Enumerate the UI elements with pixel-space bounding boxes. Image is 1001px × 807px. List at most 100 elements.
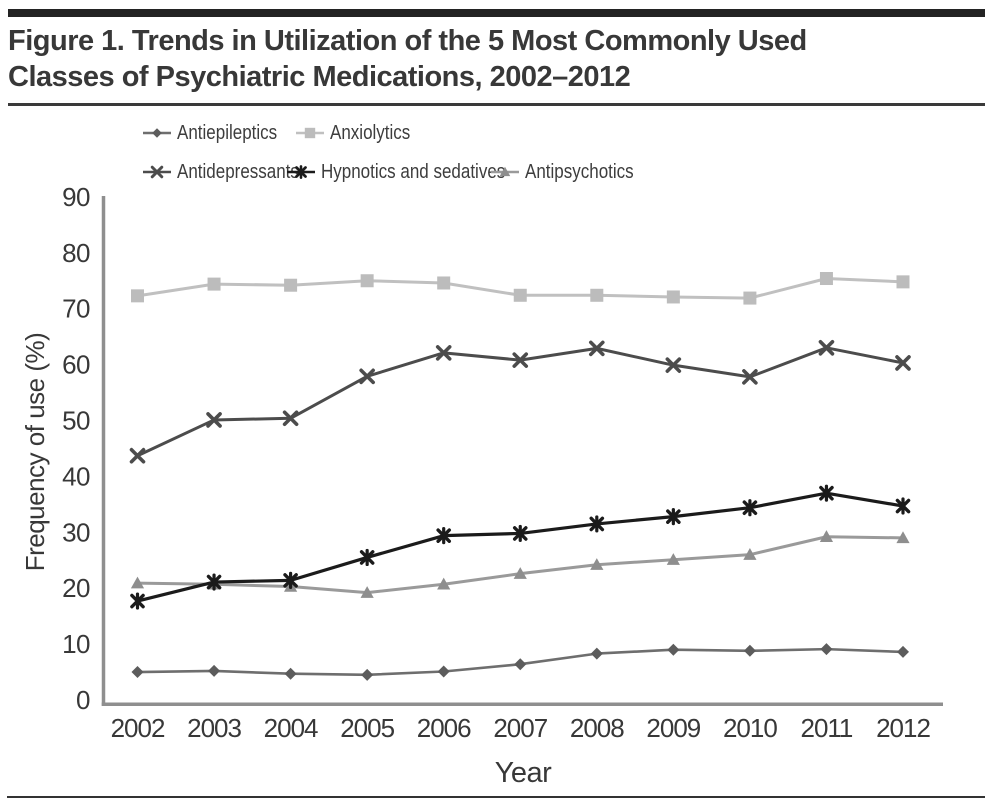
data-point [819, 484, 834, 502]
series-anxiolytics [131, 272, 910, 305]
y-tick-label: 20 [62, 573, 90, 603]
legend-item-antipsychotics: Antipsychotics [490, 157, 653, 187]
x-tick-label: 2004 [264, 713, 318, 743]
data-point [514, 658, 527, 671]
data-point [742, 499, 758, 517]
data-point [361, 668, 374, 681]
figure-top-bar [8, 9, 985, 17]
y-tick-label: 90 [62, 182, 90, 212]
star-marker-icon [287, 165, 315, 179]
data-point [588, 340, 605, 357]
data-point [743, 291, 757, 305]
x-tick-label: 2006 [417, 713, 471, 743]
y-axis-title: Frequency of use (%) [20, 333, 50, 572]
y-tick-label: 10 [62, 629, 90, 659]
legend-item-label: Hypnotics and sedatives [321, 160, 506, 183]
data-point [665, 357, 682, 373]
figure-title: Figure 1. Trends in Utilization of the 5… [8, 23, 993, 95]
data-point [590, 647, 603, 660]
data-point [895, 355, 911, 371]
x-axis-tick-labels: 2002 2003 2004 2005 2006 2007 2008 2009 2010 2011… [111, 713, 932, 743]
y-axis-tick-labels: 0 10 20 30 40 50 60 70 80 90 [62, 182, 90, 715]
data-point [359, 548, 375, 567]
data-point [820, 643, 833, 656]
data-point [437, 577, 451, 590]
data-point [590, 558, 604, 570]
data-point [206, 412, 222, 428]
data-point [819, 272, 833, 286]
series-hypnotics-and-sedatives [130, 484, 911, 610]
series-antiepileptics [131, 643, 909, 681]
data-point [819, 530, 834, 542]
legend-item-label: Antidepressants [177, 160, 299, 183]
diamond-marker-icon [143, 128, 171, 138]
data-point [895, 497, 911, 515]
chart-legend: Antiepileptics Anxiolytics Antidepressants… [0, 0, 1001, 200]
data-point [206, 573, 222, 591]
data-point [513, 288, 527, 302]
data-point [512, 352, 529, 368]
data-point [437, 665, 450, 678]
axes [101, 196, 943, 706]
data-point [284, 278, 298, 292]
data-point [283, 571, 298, 589]
y-tick-label: 70 [62, 294, 90, 324]
series-antipsychotics [130, 530, 910, 598]
data-point [207, 277, 221, 291]
x-tick-label: 2007 [493, 713, 547, 743]
data-point [360, 586, 374, 598]
figure-title-line-2: Classes of Psychiatric Medications, 2002… [8, 61, 631, 93]
data-point [130, 592, 145, 610]
data-point [666, 290, 680, 304]
x-marker-icon [143, 165, 171, 179]
x-tick-label: 2012 [876, 713, 930, 743]
data-point [743, 548, 757, 560]
data-point [818, 340, 835, 356]
legend-item-label: Antiepileptics [177, 121, 278, 144]
x-tick-label: 2009 [646, 713, 700, 743]
legend-item-antiepileptics: Antiepileptics [142, 118, 295, 148]
data-point [436, 527, 451, 545]
legend-item-anxiolytics: Anxiolytics [295, 118, 424, 148]
data-point [512, 524, 528, 543]
data-point [667, 643, 680, 656]
figure-title-line-1: Figure 1. Trends in Utilization of the 5… [8, 25, 807, 57]
y-tick-label: 50 [62, 406, 90, 436]
data-point [208, 664, 221, 677]
y-tick-label: 60 [62, 350, 90, 380]
data-point [897, 645, 909, 658]
y-tick-label: 80 [62, 238, 90, 268]
x-tick-label: 2011 [800, 713, 852, 743]
x-tick-label: 2010 [723, 713, 777, 743]
x-tick-label: 2008 [570, 713, 624, 743]
data-point [743, 644, 756, 657]
data-point [666, 508, 681, 526]
data-point [590, 288, 604, 302]
title-divider [8, 103, 985, 106]
data-point [360, 274, 374, 288]
data-point [666, 553, 680, 565]
x-axis-title: Year [495, 757, 552, 789]
data-point [282, 410, 299, 427]
data-point [437, 276, 451, 290]
x-tick-label: 2003 [187, 713, 241, 743]
x-tick-label: 2002 [111, 713, 165, 743]
data-point [131, 289, 144, 303]
data-point [359, 368, 375, 385]
legend-item-hypnotics-and-sedatives: Hypnotics and sedatives [286, 157, 538, 187]
data-point [284, 667, 297, 680]
triangle-marker-icon [491, 166, 519, 177]
figure-bottom-divider [7, 796, 985, 798]
y-tick-label: 30 [62, 517, 90, 547]
data-point [513, 567, 527, 579]
y-tick-label: 40 [62, 461, 90, 491]
data-point [130, 576, 145, 589]
data-point [896, 531, 910, 544]
legend-item-label: Antipsychotics [525, 160, 634, 183]
data-point [131, 666, 144, 679]
data-point [129, 447, 146, 464]
data-point [742, 369, 758, 385]
data-point [435, 345, 452, 361]
series-antidepressants [129, 340, 911, 464]
